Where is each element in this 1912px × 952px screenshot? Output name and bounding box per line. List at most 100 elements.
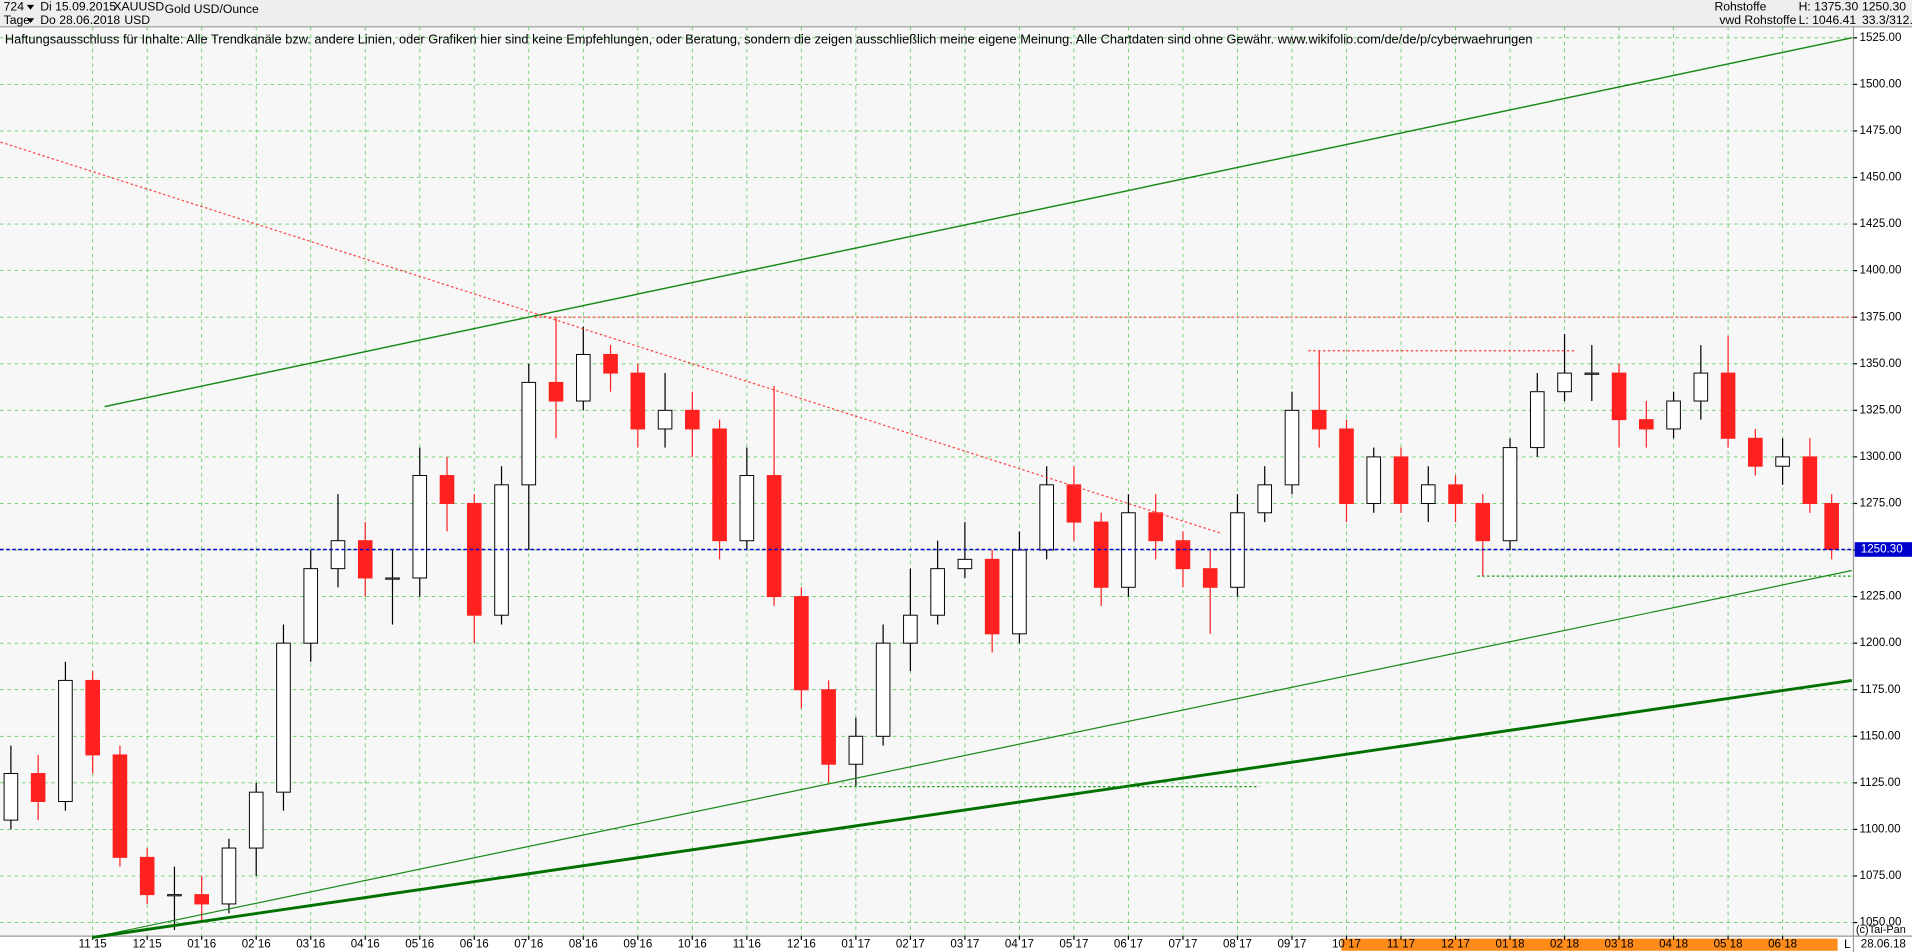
candle-body bbox=[1824, 502, 1839, 550]
candle-body bbox=[766, 475, 782, 598]
y-tick-label: 1075.00 bbox=[1860, 870, 1902, 882]
source: vwd Rohstoffe bbox=[1719, 13, 1796, 27]
interval-select[interactable]: Tage bbox=[4, 13, 31, 27]
x-tick-label: 07 17 bbox=[1168, 939, 1197, 951]
candle-body bbox=[930, 568, 945, 616]
high: H: 1375.30 bbox=[1799, 0, 1859, 14]
dropdown-arrow[interactable] bbox=[26, 18, 35, 24]
symbol: XAUUSD bbox=[113, 0, 164, 14]
dropdown-arrow[interactable] bbox=[26, 4, 35, 10]
x-tick-label: 10 17 bbox=[1332, 939, 1361, 951]
y-tick-label: 1325.00 bbox=[1860, 404, 1902, 416]
time-range-bar bbox=[1341, 938, 1838, 951]
x-tick-label: 03 16 bbox=[296, 939, 325, 951]
x-tick-label: 08 17 bbox=[1223, 939, 1252, 951]
x-tick-label: 12 16 bbox=[787, 939, 816, 951]
candle-body bbox=[739, 475, 755, 542]
x-tick-label: 02 16 bbox=[242, 939, 271, 951]
x-tick-label: 11 15 bbox=[79, 939, 107, 951]
x-tick-label: 08 16 bbox=[569, 939, 598, 951]
candle-body bbox=[112, 754, 128, 858]
candle-body bbox=[1311, 409, 1327, 430]
x-tick-label: 03 18 bbox=[1605, 939, 1634, 951]
x-tick-label: 01 18 bbox=[1496, 939, 1525, 951]
x-tick-label: 01 17 bbox=[841, 939, 870, 951]
disclaimer: Haftungsausschluss für Inhalte: Alle Tre… bbox=[5, 32, 1533, 47]
y-tick-label: 1300.00 bbox=[1860, 451, 1902, 463]
x-tick-label: 10 16 bbox=[678, 939, 707, 951]
period-select[interactable]: 724 bbox=[4, 0, 25, 14]
candle-body bbox=[1720, 372, 1736, 439]
candle-body bbox=[848, 735, 864, 765]
x-tick-label: 06 18 bbox=[1768, 939, 1797, 951]
candle-body bbox=[1802, 456, 1818, 504]
candle-body bbox=[1448, 484, 1463, 504]
candle-body bbox=[248, 791, 264, 849]
x-tick-label: 06 17 bbox=[1114, 939, 1143, 951]
y-tick-label: 1500.00 bbox=[1860, 78, 1902, 90]
candle-body bbox=[1175, 540, 1191, 570]
candle-body bbox=[3, 773, 19, 821]
y-tick-label: 1050.00 bbox=[1860, 917, 1902, 929]
candle-body bbox=[1366, 456, 1382, 504]
candle-body bbox=[1420, 484, 1436, 504]
date-from: Di 15.09.2015 bbox=[40, 0, 116, 14]
date-to: Do 28.06.2018 bbox=[40, 13, 120, 27]
x-tick-label: 09 16 bbox=[623, 939, 652, 951]
scale-mode[interactable]: L bbox=[1844, 937, 1851, 951]
y-tick-label: 1175.00 bbox=[1860, 684, 1901, 696]
candle-body bbox=[1639, 419, 1654, 430]
x-tick-label: 05 18 bbox=[1714, 939, 1743, 951]
candle-body bbox=[58, 679, 73, 802]
last: 1250.30 bbox=[1862, 0, 1906, 14]
x-tick-label: 04 17 bbox=[1005, 939, 1034, 951]
last-price-box bbox=[1854, 542, 1912, 557]
candle-body bbox=[1257, 484, 1273, 514]
y-tick-label: 1400.00 bbox=[1860, 265, 1902, 277]
candle-body bbox=[1066, 484, 1082, 523]
y-tick-label: 1475.00 bbox=[1860, 125, 1902, 137]
candle-body bbox=[1202, 568, 1218, 588]
x-tick-label: 02 17 bbox=[896, 939, 925, 951]
ratio: 33.3/312.2 bbox=[1862, 13, 1912, 27]
candle-body bbox=[1039, 484, 1054, 551]
candle-body bbox=[984, 558, 1000, 635]
trend-line bbox=[0, 141, 1222, 534]
candle-body bbox=[167, 894, 182, 897]
candle-body bbox=[330, 540, 346, 570]
y-tick-label: 1450.00 bbox=[1860, 172, 1902, 184]
x-tick-label: 11 17 bbox=[1387, 939, 1415, 951]
marks bbox=[3, 317, 1839, 931]
candle-body bbox=[1611, 372, 1627, 421]
y-tick-label: 1100.00 bbox=[1860, 823, 1901, 835]
x-tick-label: 02 18 bbox=[1550, 939, 1579, 951]
y-tick-label: 1125.00 bbox=[1860, 777, 1901, 789]
x-tick-label: 07 16 bbox=[514, 939, 543, 951]
trend-line bbox=[104, 37, 1852, 408]
y-tick-label: 1225.00 bbox=[1860, 591, 1902, 603]
candle-body bbox=[276, 642, 291, 793]
y-tick-label: 1200.00 bbox=[1860, 637, 1902, 649]
last-price-label: 1250.30 bbox=[1861, 544, 1903, 556]
x-tick-label: 04 16 bbox=[351, 939, 380, 951]
x-tick-label: 12 15 bbox=[133, 939, 162, 951]
candle-body bbox=[1666, 400, 1681, 430]
candle-body bbox=[903, 614, 918, 644]
x-tick-label: 03 17 bbox=[950, 939, 979, 951]
candle-body bbox=[957, 558, 973, 570]
candle-body bbox=[575, 353, 591, 402]
candle-body bbox=[1502, 447, 1518, 542]
candle-body bbox=[712, 428, 727, 542]
x-tick-label: 09 17 bbox=[1277, 939, 1306, 951]
footer-date: 28.06.18 bbox=[1861, 939, 1906, 951]
x-tick-label: 01 16 bbox=[187, 939, 216, 951]
candle-body bbox=[1284, 409, 1300, 486]
header: 724 Tage Di 15.09.2015 Do 28.06.2018 XAU… bbox=[4, 0, 1912, 27]
candle-body bbox=[1012, 549, 1027, 635]
candle-body bbox=[657, 409, 673, 430]
candle-body bbox=[685, 409, 700, 430]
candle-body bbox=[1584, 372, 1600, 375]
candle-body bbox=[466, 502, 482, 616]
candle-body bbox=[1148, 512, 1163, 542]
